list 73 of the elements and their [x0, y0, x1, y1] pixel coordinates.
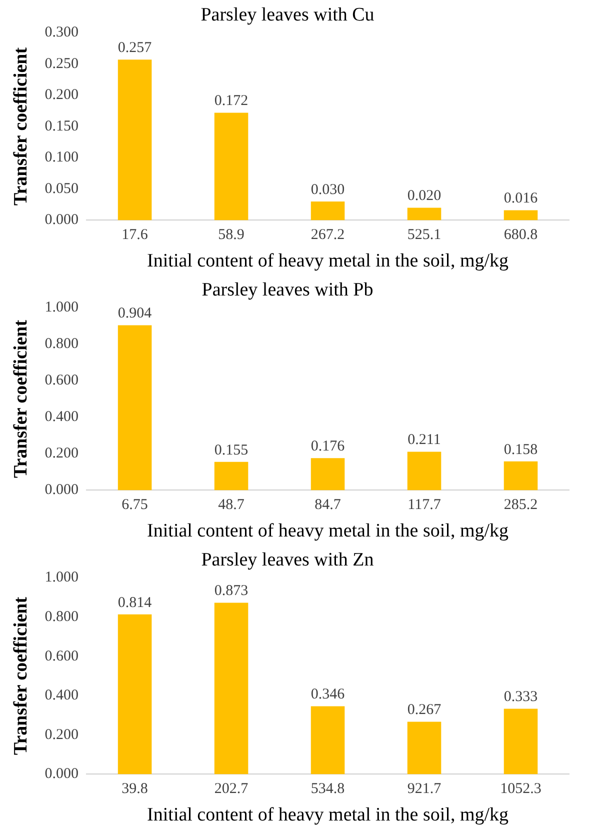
y-tick-label: 0.150 — [44, 118, 79, 134]
data-label: 0.267 — [407, 702, 442, 718]
y-tick-label: 0.100 — [44, 150, 79, 166]
y-tick-label: 0.800 — [44, 609, 79, 626]
y-tick-label: 0.200 — [44, 87, 79, 104]
x-tick-label: 285.2 — [504, 497, 538, 514]
data-label: 0.904 — [118, 306, 152, 322]
data-label: 0.333 — [504, 689, 538, 706]
y-tick-label: 1.000 — [44, 570, 79, 586]
chart-title: Parsley leaves with Cu — [200, 4, 375, 26]
x-tick-label: 1052.3 — [500, 781, 542, 798]
x-axis-title: Initial content of heavy metal in the soil, mg/kg — [147, 520, 509, 542]
bar — [118, 325, 152, 490]
data-label: 0.814 — [118, 594, 152, 611]
bar — [407, 722, 442, 774]
bar — [504, 708, 538, 774]
y-tick-label: 0.300 — [44, 24, 79, 41]
chart-title: Parsley leaves with Zn — [201, 549, 374, 570]
x-tick-label: 921.7 — [407, 781, 442, 798]
x-tick-label: 202.7 — [214, 781, 249, 798]
y-tick-label: 0.600 — [44, 648, 79, 664]
y-axis-title: Transfer coefficient — [10, 319, 32, 478]
x-tick-label: 6.75 — [122, 497, 148, 514]
y-tick-label: 0.400 — [44, 409, 79, 426]
y-tick-label: 0.050 — [44, 180, 79, 197]
data-label: 0.873 — [214, 583, 248, 600]
x-tick-label: 525.1 — [407, 227, 442, 244]
data-label: 0.155 — [214, 442, 248, 458]
bar — [504, 461, 538, 490]
y-tick-label: 0.000 — [44, 766, 79, 782]
y-tick-label: 0.600 — [44, 372, 79, 389]
y-tick-label: 0.200 — [44, 726, 79, 743]
bar — [118, 60, 152, 220]
data-label: 0.030 — [310, 182, 345, 198]
y-tick-label: 0.400 — [44, 688, 79, 704]
data-label: 0.172 — [214, 93, 248, 110]
bar — [407, 452, 442, 490]
y-tick-label: 0.000 — [44, 482, 79, 498]
bar — [310, 201, 345, 220]
bar — [214, 462, 248, 490]
x-tick-label: 680.8 — [504, 227, 538, 244]
bar — [310, 458, 345, 490]
bar — [214, 602, 248, 774]
data-label: 0.257 — [118, 40, 152, 56]
x-tick-label: 84.7 — [314, 497, 342, 514]
x-tick-label: 58.9 — [218, 227, 244, 244]
x-axis-title: Initial content of heavy metal in the soil, mg/kg — [147, 804, 509, 826]
y-axis-title: Transfer coefficient — [10, 596, 32, 756]
x-tick-label: 17.6 — [122, 227, 148, 244]
x-tick-label: 48.7 — [218, 497, 245, 514]
data-label: 0.346 — [310, 686, 346, 703]
data-label: 0.211 — [408, 432, 441, 448]
x-tick-label: 117.7 — [408, 497, 442, 514]
bar — [504, 210, 538, 220]
data-label: 0.020 — [407, 188, 442, 204]
y-tick-label: 0.200 — [44, 446, 79, 462]
data-label: 0.016 — [504, 190, 538, 207]
x-tick-label: 39.8 — [122, 781, 148, 798]
y-tick-label: 1.000 — [44, 300, 79, 316]
x-axis-title: Initial content of heavy metal in the soil, mg/kg — [147, 250, 509, 272]
bar — [214, 112, 248, 220]
y-tick-label: 0.800 — [44, 336, 79, 352]
data-label: 0.176 — [310, 438, 346, 455]
chart-title: Parsley leaves with Pb — [202, 279, 374, 300]
bar — [310, 706, 345, 774]
y-tick-label: 0.250 — [44, 56, 79, 72]
x-tick-label: 267.2 — [310, 227, 345, 244]
data-label: 0.158 — [504, 442, 538, 458]
y-tick-label: 0.000 — [44, 212, 79, 228]
x-tick-label: 534.8 — [310, 781, 345, 798]
bar — [118, 614, 152, 774]
y-axis-title: Transfer coefficient — [10, 46, 32, 206]
bar — [407, 208, 442, 220]
